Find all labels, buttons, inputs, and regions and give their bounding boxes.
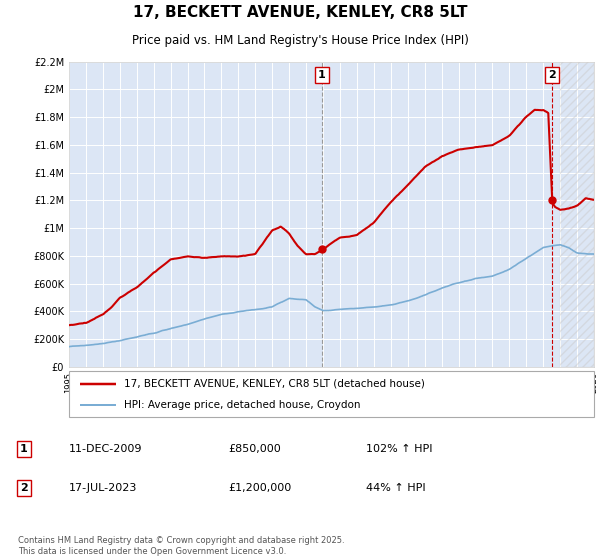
Text: 17-JUL-2023: 17-JUL-2023 (69, 483, 137, 493)
Text: 1: 1 (318, 71, 326, 80)
Text: 17, BECKETT AVENUE, KENLEY, CR8 5LT: 17, BECKETT AVENUE, KENLEY, CR8 5LT (133, 4, 467, 20)
Text: 44% ↑ HPI: 44% ↑ HPI (366, 483, 425, 493)
Text: 2: 2 (20, 483, 28, 493)
Text: £850,000: £850,000 (228, 444, 281, 454)
Text: Price paid vs. HM Land Registry's House Price Index (HPI): Price paid vs. HM Land Registry's House … (131, 34, 469, 47)
Text: £1,200,000: £1,200,000 (228, 483, 291, 493)
Text: 2: 2 (548, 71, 556, 80)
Text: 17, BECKETT AVENUE, KENLEY, CR8 5LT (detached house): 17, BECKETT AVENUE, KENLEY, CR8 5LT (det… (124, 379, 425, 389)
Text: HPI: Average price, detached house, Croydon: HPI: Average price, detached house, Croy… (124, 400, 361, 410)
Text: 11-DEC-2009: 11-DEC-2009 (69, 444, 143, 454)
Text: 1: 1 (20, 444, 28, 454)
Text: Contains HM Land Registry data © Crown copyright and database right 2025.
This d: Contains HM Land Registry data © Crown c… (18, 536, 344, 556)
Text: 102% ↑ HPI: 102% ↑ HPI (366, 444, 433, 454)
